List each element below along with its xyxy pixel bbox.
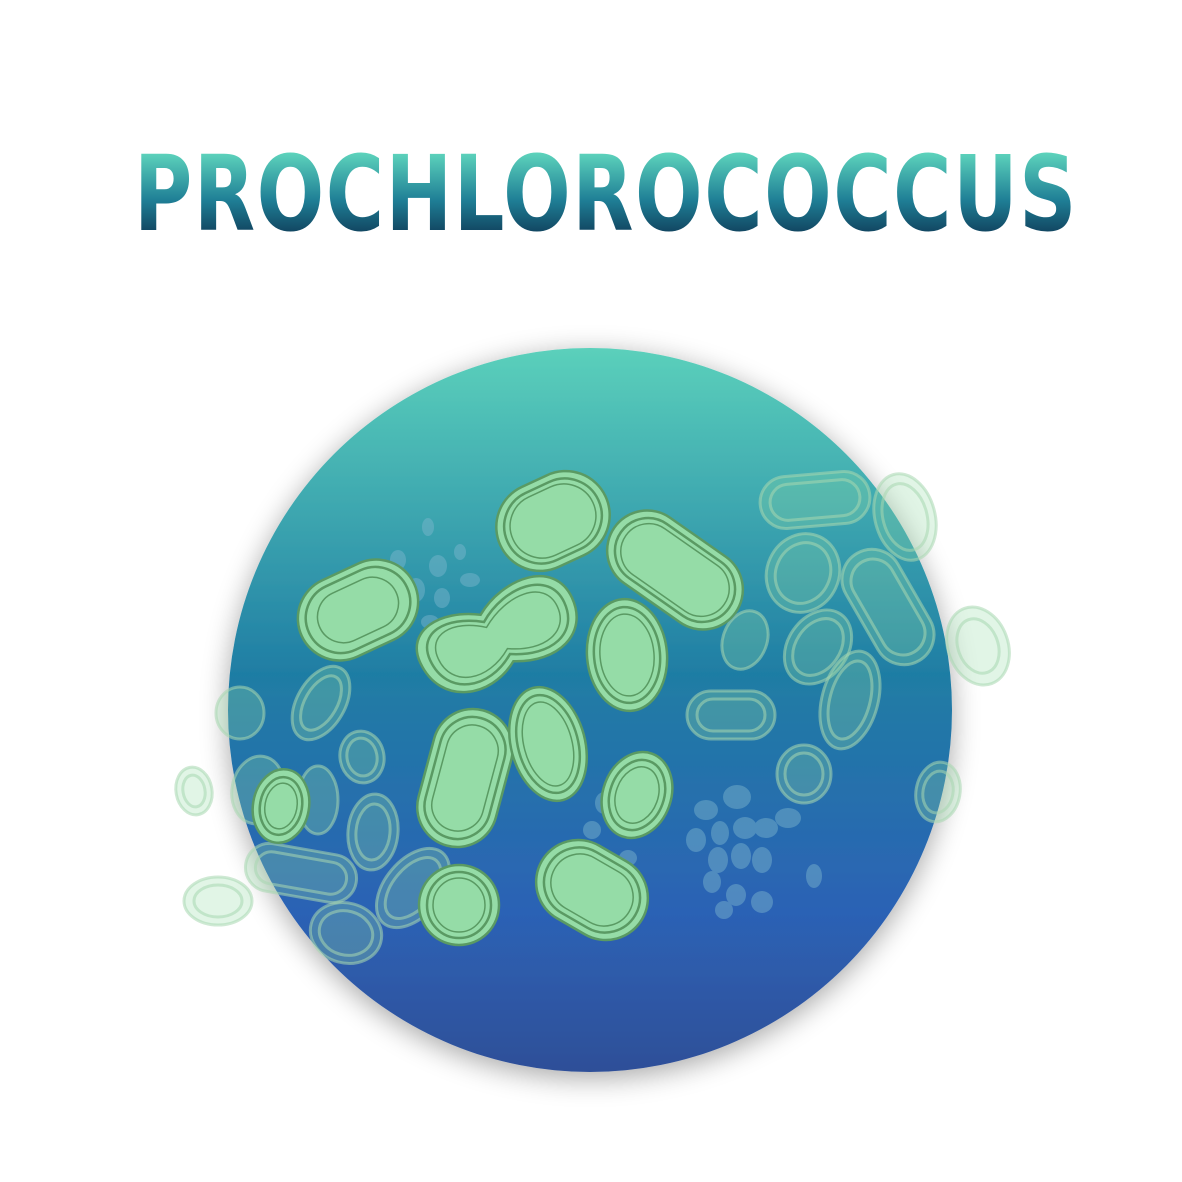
faint-cell — [184, 877, 252, 925]
faint-cell — [687, 691, 775, 739]
faint-cell — [172, 764, 216, 818]
title-area: PROCHLOROCOCCUS — [0, 118, 1182, 258]
faint-cell — [777, 745, 831, 803]
faint-cell — [216, 687, 264, 739]
cell — [419, 865, 499, 945]
page-title: PROCHLOROCOCCUS — [134, 133, 1078, 255]
faint-cell — [758, 469, 872, 530]
